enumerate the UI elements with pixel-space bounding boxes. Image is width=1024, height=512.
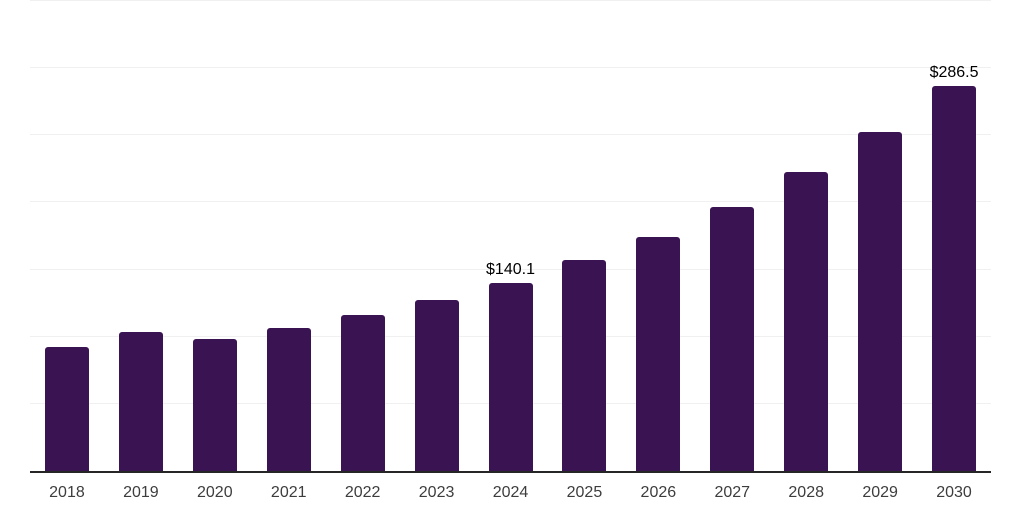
- x-tick-label-2030: 2030: [936, 484, 972, 501]
- x-tick-label-2022: 2022: [344, 484, 381, 501]
- bar-2019: [118, 331, 163, 471]
- gridline-300: [30, 67, 991, 69]
- bar-2018: [44, 346, 89, 471]
- bar-2027: [710, 206, 755, 471]
- bar-2026: [636, 236, 681, 471]
- x-tick-label-2028: 2028: [788, 484, 824, 501]
- bar-2028: [784, 172, 829, 471]
- x-tick-label-2027: 2027: [714, 484, 751, 501]
- gridline-350: [30, 0, 991, 1]
- bar-2029: [858, 132, 903, 471]
- data-label-2030: $286.5: [929, 64, 979, 82]
- x-tick-label-2026: 2026: [640, 484, 677, 501]
- x-tick-label-2021: 2021: [270, 484, 307, 501]
- x-tick-label-2025: 2025: [566, 484, 603, 501]
- data-label-2024: $140.1: [486, 260, 535, 278]
- gridline-200: [30, 201, 991, 203]
- x-tick-label-2029: 2029: [862, 484, 898, 501]
- x-axis-labels: 2018 2019 2020 2021 2022 2023 2024 2025 2026 2027…: [30, 485, 991, 505]
- gridline-150: [30, 268, 991, 270]
- x-tick-label-2023: 2023: [418, 484, 455, 501]
- bar-2025: [562, 260, 607, 471]
- gridline-250: [30, 134, 991, 136]
- bar-2030: [932, 86, 977, 471]
- x-tick-label-2020: 2020: [197, 484, 233, 501]
- plot-area: $140.1 $286.5: [30, 0, 991, 473]
- x-tick-label-2024: 2024: [492, 484, 529, 501]
- x-tick-label-2019: 2019: [123, 484, 159, 501]
- x-tick-label-2018: 2018: [49, 484, 85, 501]
- bar-2021: [266, 328, 311, 471]
- bar-2022: [340, 315, 385, 471]
- bar-2020: [192, 339, 237, 471]
- bar-2023: [414, 299, 459, 471]
- x-axis-line: [30, 471, 991, 473]
- bar-2024: [488, 282, 533, 471]
